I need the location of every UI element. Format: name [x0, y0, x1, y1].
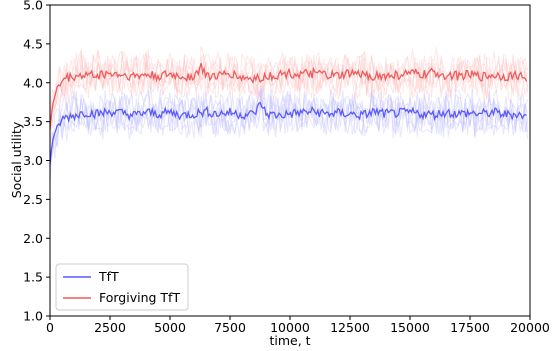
- y-tick-label: 2.5: [23, 192, 43, 207]
- run-trace-0: [49, 86, 529, 154]
- y-axis-ticks: 1.0 1.5 2.0 2.5 3.0 3.5 4.0 4.5 5.0: [23, 0, 50, 324]
- run-trace-0: [49, 88, 529, 153]
- legend-label-forgiving-tft: Forgiving TfT: [99, 290, 180, 305]
- series-line-0: [49, 101, 527, 165]
- x-tick-label: 17500: [450, 320, 490, 335]
- run-trace-0: [49, 87, 529, 186]
- y-tick-label: 1.0: [23, 309, 43, 324]
- legend: TfT Forgiving TfT: [55, 263, 189, 311]
- y-tick-label: 1.5: [23, 270, 43, 285]
- x-tick-label: 0: [46, 320, 54, 335]
- x-tick-label: 12500: [330, 320, 370, 335]
- x-axis-ticks: 0 2500 5000 7500 10000 12500 15000 17500 20000: [46, 316, 550, 335]
- x-tick-label: 10000: [270, 320, 310, 335]
- run-trace-1: [49, 45, 529, 146]
- y-tick-label: 3.0: [23, 153, 43, 168]
- run-trace-1: [49, 47, 529, 111]
- mean-lines: [49, 63, 528, 165]
- x-tick-label: 2500: [94, 320, 126, 335]
- y-tick-label: 5.0: [23, 0, 43, 13]
- x-tick-label: 15000: [390, 320, 430, 335]
- run-trace-0: [49, 87, 529, 181]
- y-tick-label: 3.5: [23, 114, 43, 129]
- y-tick-label: 4.0: [23, 75, 43, 90]
- y-axis-label: Social utility: [9, 121, 24, 198]
- legend-label-tft: TfT: [98, 269, 119, 284]
- x-tick-label: 5000: [154, 320, 186, 335]
- y-tick-label: 4.5: [23, 36, 43, 51]
- series-line-1: [49, 63, 528, 130]
- y-tick-label: 2.0: [23, 231, 43, 246]
- run-trace-1: [49, 49, 529, 130]
- run-trace-1: [49, 50, 529, 132]
- run-trace-1: [49, 51, 528, 121]
- run-trace-0: [49, 85, 529, 148]
- x-tick-label: 20000: [510, 320, 550, 335]
- x-tick-label: 7500: [214, 320, 246, 335]
- x-axis-label: time, t: [269, 333, 310, 348]
